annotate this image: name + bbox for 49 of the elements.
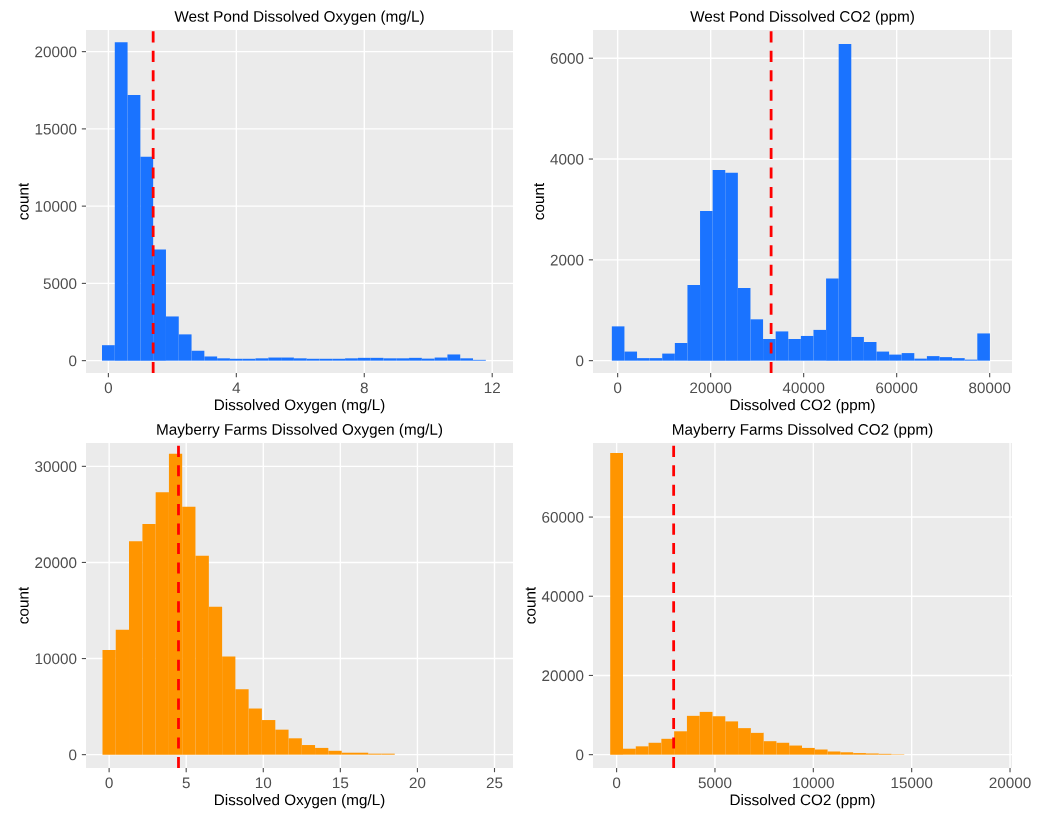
- y-tick-label: 20000: [35, 557, 77, 569]
- x-tick-label: 0: [104, 382, 113, 394]
- x-tick-label: 15000: [891, 777, 933, 789]
- x-tick-label: 5: [182, 777, 190, 789]
- x-tick-label: 4: [232, 382, 241, 394]
- x-tick-label: 12: [484, 382, 500, 394]
- y-tick-label: 40000: [541, 591, 584, 602]
- y-axis-title: count: [18, 182, 29, 220]
- x-tick-label: 5000: [698, 777, 732, 789]
- y-tick-label: 4000: [550, 153, 584, 165]
- y-tick-label: 20000: [542, 670, 584, 682]
- y-tick-label: 10000: [35, 201, 77, 212]
- y-tick-label: 0: [576, 749, 584, 761]
- x-axis-title: Dissolved Oxygen (mg/L): [215, 399, 385, 414]
- x-tick-label: 20000: [989, 777, 1031, 789]
- x-axis-title: Dissolved CO2 (ppm): [730, 399, 875, 414]
- chart-title: Mayberry Farms Dissolved Oxygen (mg/L): [157, 423, 443, 438]
- x-tick-label: 15: [333, 777, 349, 789]
- x-tick-label: 10: [255, 777, 272, 789]
- y-tick-label: 2000: [550, 254, 584, 266]
- y-tick-label: 6000: [550, 53, 584, 64]
- chart-title: West Pond Dissolved CO2 (ppm): [690, 10, 914, 25]
- y-tick-label: 10000: [35, 653, 77, 665]
- x-axis-title: Dissolved Oxygen (mg/L): [215, 794, 385, 809]
- y-tick-label: 0: [69, 355, 77, 367]
- x-tick-label: 20: [409, 777, 426, 789]
- y-axis-title: count: [525, 586, 536, 624]
- y-tick-label: 60000: [542, 511, 584, 523]
- y-tick-label: 20000: [35, 46, 77, 58]
- y-tick-label: 30000: [35, 461, 77, 473]
- y-axis-title: count: [534, 182, 545, 220]
- x-tick-label: 8: [360, 382, 368, 394]
- x-tick-label: 10000: [793, 777, 834, 789]
- x-tick-label: 40000: [782, 382, 825, 394]
- x-tick-label: 0: [105, 777, 113, 789]
- chart-title: West Pond Dissolved Oxygen (mg/L): [174, 10, 424, 25]
- y-tick-label: 0: [576, 355, 584, 367]
- y-tick-label: 0: [69, 749, 77, 761]
- y-tick-label: 15000: [35, 123, 77, 135]
- x-tick-label: 20000: [690, 382, 732, 394]
- x-tick-label: 80000: [969, 382, 1011, 394]
- y-axis-title: count: [18, 586, 29, 624]
- x-tick-label: 0: [614, 382, 622, 394]
- x-tick-label: 25: [486, 777, 503, 789]
- chart-title: Mayberry Farms Dissolved CO2 (ppm): [673, 423, 933, 438]
- y-tick-label: 5000: [43, 278, 77, 290]
- x-tick-label: 60000: [876, 382, 918, 394]
- x-axis-title: Dissolved CO2 (ppm): [730, 794, 875, 809]
- x-tick-label: 0: [612, 777, 621, 789]
